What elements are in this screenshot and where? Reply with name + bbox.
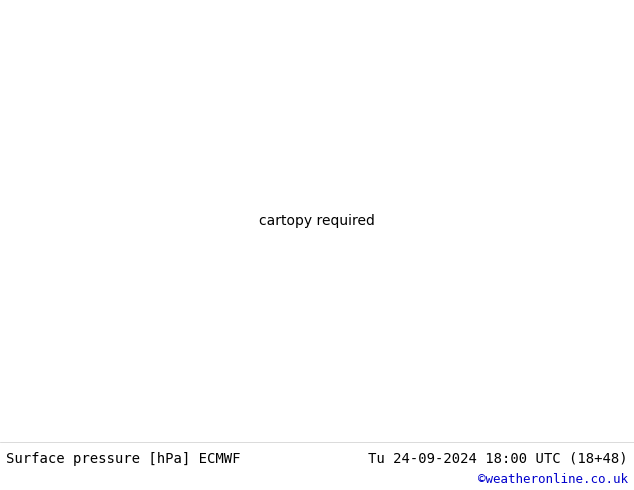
Text: ©weatheronline.co.uk: ©weatheronline.co.uk bbox=[477, 473, 628, 486]
Text: Tu 24-09-2024 18:00 UTC (18+48): Tu 24-09-2024 18:00 UTC (18+48) bbox=[368, 452, 628, 466]
Text: Surface pressure [hPa] ECMWF: Surface pressure [hPa] ECMWF bbox=[6, 452, 241, 466]
Text: cartopy required: cartopy required bbox=[259, 214, 375, 228]
